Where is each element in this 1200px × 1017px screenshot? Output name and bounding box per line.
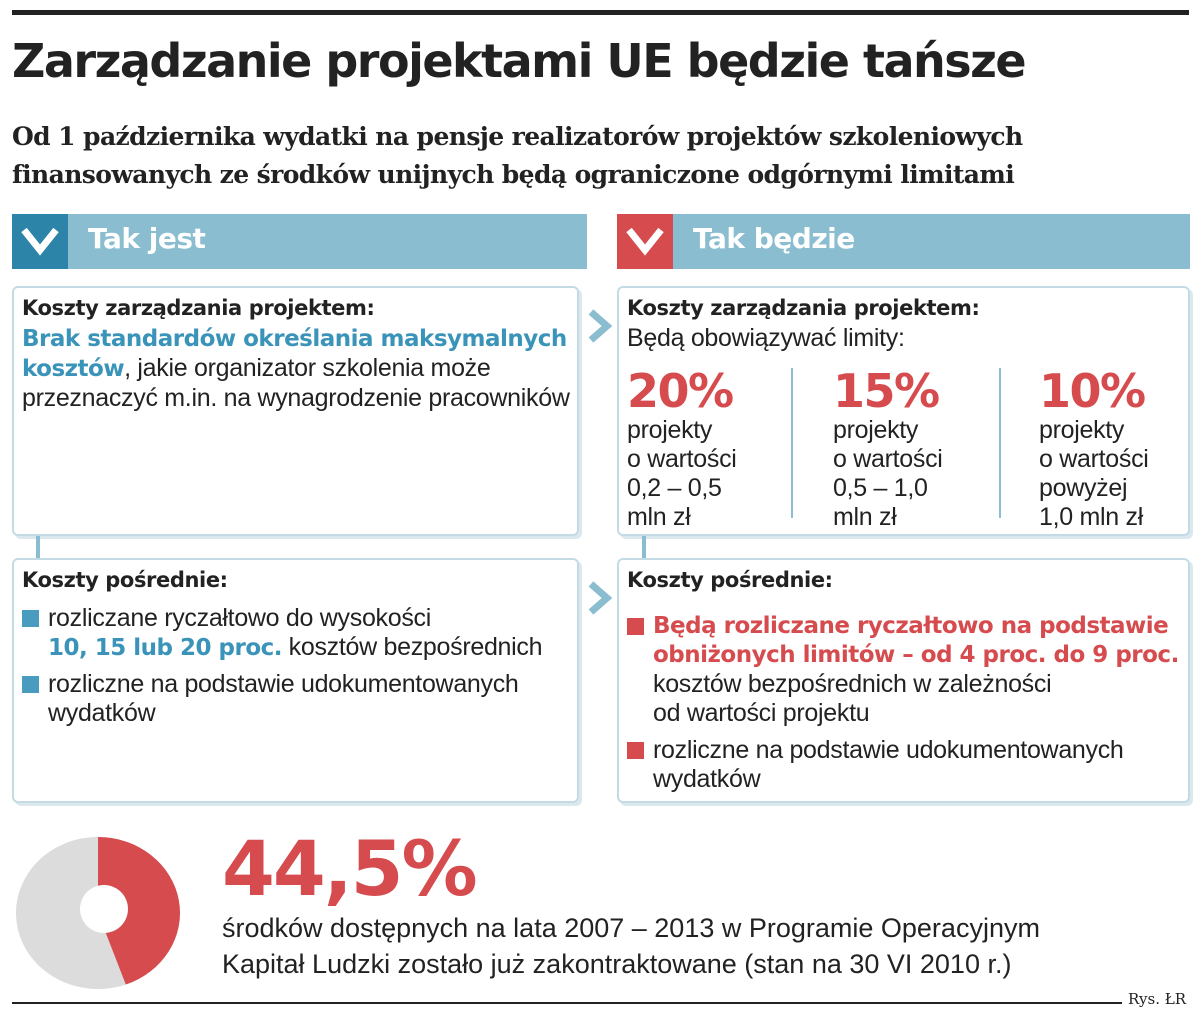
donut-hole <box>80 885 128 933</box>
subtitle-line-1: Od 1 października wydatki na pensje real… <box>12 122 1023 151</box>
top-rule <box>12 10 1189 15</box>
list-item: Będą rozliczane ryczałtowo na podstawie … <box>627 612 1183 732</box>
list-item: rozliczne na podstawie udokumentowanych … <box>627 736 1183 796</box>
bullet-highlight: Będą rozliczane ryczałtowo na podstawie <box>653 613 1169 639</box>
limit-line: o wartości <box>1039 445 1149 473</box>
limit-item: 10% projekty o wartości powyżej 1,0 mln … <box>1039 364 1200 532</box>
limit-value: 10% <box>1039 364 1146 418</box>
box-title: Koszty pośrednie: <box>22 568 228 592</box>
box-title: Koszty pośrednie: <box>627 568 833 592</box>
limit-line: 0,2 – 0,5 <box>627 474 722 502</box>
page-title: Zarządzanie projektami UE będzie tańsze <box>12 34 1027 88</box>
check-chevron-icon <box>617 214 673 269</box>
limits-intro: Będą obowiązywać limity: <box>627 324 905 352</box>
chevron-right-icon <box>583 306 617 351</box>
connector-line <box>642 536 646 558</box>
bullet-square-icon <box>22 676 39 693</box>
bullet-highlight: 10, 15 lub 20 proc. <box>48 635 283 661</box>
limit-line: projekty <box>627 416 713 444</box>
management-description: Brak standardów określania maksymalnych … <box>22 324 572 413</box>
big-percentage: 44,5% <box>222 824 478 913</box>
list-item: rozliczane ryczałtowo do wysokości 10, 1… <box>22 604 572 664</box>
limit-line: 1,0 mln zł <box>1039 503 1143 531</box>
box-future-indirect: Koszty pośrednie: Będą rozliczane ryczał… <box>617 558 1190 803</box>
limit-line: projekty <box>1039 416 1125 444</box>
page-subtitle: Od 1 października wydatki na pensje real… <box>12 118 1192 194</box>
bullet-line: od wartości projektu <box>653 699 870 727</box>
box-future-management: Koszty zarządzania projektem: Będą obowi… <box>617 286 1190 536</box>
bullet-rest: kosztów bezpośrednich <box>282 633 543 661</box>
bottom-rule <box>12 1002 1122 1004</box>
bullet-square-icon <box>22 610 39 627</box>
bullet-highlight: obniżonych limitów – od 4 proc. do 9 pro… <box>653 642 1179 668</box>
bullet-square-icon <box>627 618 644 635</box>
limit-item: 15% projekty o wartości 0,5 – 1,0 mln zł <box>833 364 1003 532</box>
limit-item: 20% projekty o wartości 0,2 – 0,5 mln zł <box>627 364 797 532</box>
bullet-line: rozliczne na podstawie udokumentowanych <box>653 736 1124 764</box>
management-text: , jakie organizator szkolenia może przez… <box>22 354 570 412</box>
subtitle-line-2: finansowanych ze środków unijnych będą o… <box>12 160 1015 189</box>
limit-value: 20% <box>627 364 734 418</box>
limit-line: mln zł <box>833 503 897 531</box>
limit-value: 15% <box>833 364 940 418</box>
box-current-management: Koszty zarządzania projektem: Brak stand… <box>12 286 579 536</box>
bullet-line: kosztów bezpośrednich w zależności <box>653 670 1052 698</box>
connector-line <box>36 536 40 558</box>
stat-line: Kapitał Ludzki zostało już zakontraktowa… <box>222 949 1012 979</box>
bullet-text: rozliczne na podstawie udokumentowanych … <box>48 670 519 727</box>
donut-chart <box>15 837 180 989</box>
limit-line: o wartości <box>833 445 943 473</box>
list-item: rozliczne na podstawie udokumentowanych … <box>22 670 572 730</box>
bullet-line: 10, 15 lub 20 proc. kosztów bezpośrednic… <box>48 633 568 663</box>
management-highlight: Brak standardów określania maksymalnych … <box>22 326 567 382</box>
box-title: Koszty zarządzania projektem: <box>22 296 375 320</box>
column-divider <box>791 368 793 518</box>
bullet-square-icon <box>627 742 644 759</box>
chevron-right-icon <box>583 578 617 623</box>
stat-line: środków dostępnych na lata 2007 – 2013 w… <box>222 913 1040 943</box>
box-title: Koszty zarządzania projektem: <box>627 296 980 320</box>
limit-line: powyżej <box>1039 474 1128 502</box>
bullet-line: rozliczane ryczałtowo do wysokości <box>48 604 432 632</box>
credit: Rys. ŁR <box>1128 990 1187 1008</box>
limit-line: 0,5 – 1,0 <box>833 474 928 502</box>
limit-line: projekty <box>833 416 919 444</box>
pie-slice-remaining <box>15 837 126 989</box>
stat-description: środków dostępnych na lata 2007 – 2013 w… <box>222 910 1182 982</box>
header-tak-jest: Tak jest <box>12 214 587 269</box>
column-divider <box>999 368 1001 518</box>
check-chevron-icon <box>12 214 68 269</box>
pie-slice-contracted <box>98 837 180 985</box>
header-label-tak-bedzie: Tak będzie <box>693 222 855 255</box>
limit-line: o wartości <box>627 445 737 473</box>
bullet-line: wydatków <box>653 765 761 793</box>
box-current-indirect: Koszty pośrednie: rozliczane ryczałtowo … <box>12 558 579 803</box>
header-tak-bedzie: Tak będzie <box>617 214 1190 269</box>
limit-line: mln zł <box>627 503 691 531</box>
header-label-tak-jest: Tak jest <box>88 222 206 255</box>
